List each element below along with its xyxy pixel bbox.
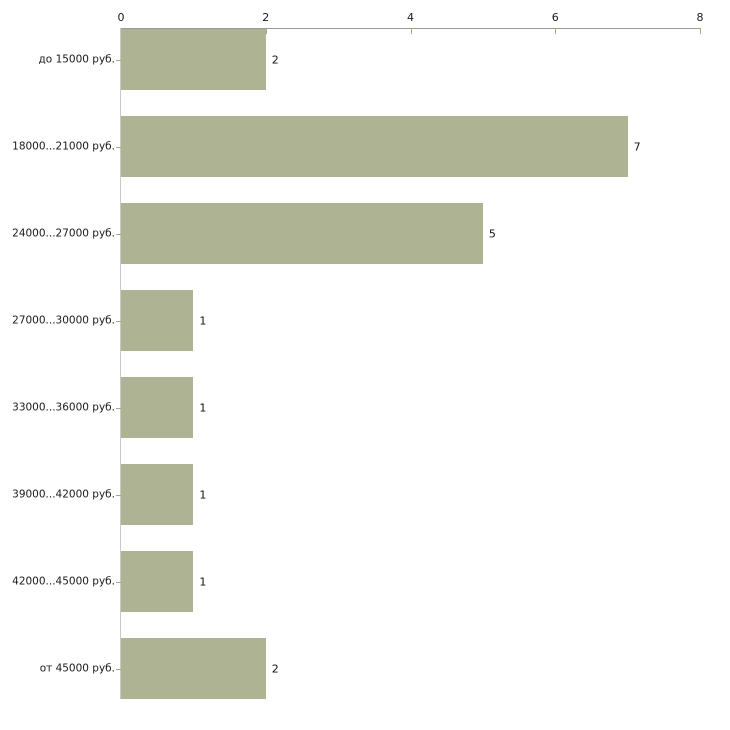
category-label: от 45000 руб. (39, 662, 115, 674)
category-tick (116, 147, 121, 148)
bar[interactable] (121, 377, 194, 438)
x-axis-tick-label: 2 (262, 11, 270, 24)
category-tick (116, 321, 121, 322)
category-label: до 15000 руб. (38, 53, 115, 65)
bar-row: 2 (121, 638, 700, 699)
category-label: 18000...21000 руб. (12, 140, 115, 152)
bar-row: 1 (121, 464, 700, 525)
x-axis-tick-label: 6 (551, 11, 559, 24)
bar-row: 7 (121, 116, 700, 177)
bar-value-label: 2 (271, 53, 279, 66)
category-tick (116, 60, 121, 61)
bar-row: 1 (121, 290, 700, 351)
bar-row: 2 (121, 29, 700, 90)
bar-value-label: 5 (488, 227, 496, 240)
category-tick (116, 582, 121, 583)
x-axis-tick (265, 28, 267, 34)
x-axis-tick (410, 28, 412, 34)
bar-value-label: 1 (199, 575, 207, 588)
x-axis-tick (555, 28, 557, 34)
bar[interactable] (121, 638, 266, 699)
category-label: 39000...42000 руб. (12, 488, 115, 500)
bar-row: 1 (121, 377, 700, 438)
bar-value-label: 2 (271, 662, 279, 675)
bar-value-label: 1 (199, 401, 207, 414)
category-tick (116, 234, 121, 235)
bar[interactable] (121, 551, 194, 612)
category-label: 27000...30000 руб. (12, 314, 115, 326)
category-tick (116, 495, 121, 496)
bar-value-label: 1 (199, 314, 207, 327)
bar[interactable] (121, 290, 194, 351)
bar[interactable] (121, 116, 628, 177)
bar[interactable] (121, 464, 194, 525)
bar-row: 1 (121, 551, 700, 612)
bar-value-label: 1 (199, 488, 207, 501)
category-label: 42000...45000 руб. (12, 575, 115, 587)
bar[interactable] (121, 29, 266, 90)
bar[interactable] (121, 203, 483, 264)
category-axis-line (120, 28, 121, 699)
category-tick (116, 669, 121, 670)
x-axis-tick-label: 0 (117, 11, 125, 24)
category-label: 33000...36000 руб. (12, 401, 115, 413)
bar-row: 5 (121, 203, 700, 264)
category-tick (116, 408, 121, 409)
bar-value-label: 7 (633, 140, 641, 153)
x-axis-tick-label: 8 (696, 11, 704, 24)
x-axis-tick (700, 28, 701, 34)
x-axis-tick-label: 4 (407, 11, 414, 24)
category-label: 24000...27000 руб. (12, 227, 115, 239)
